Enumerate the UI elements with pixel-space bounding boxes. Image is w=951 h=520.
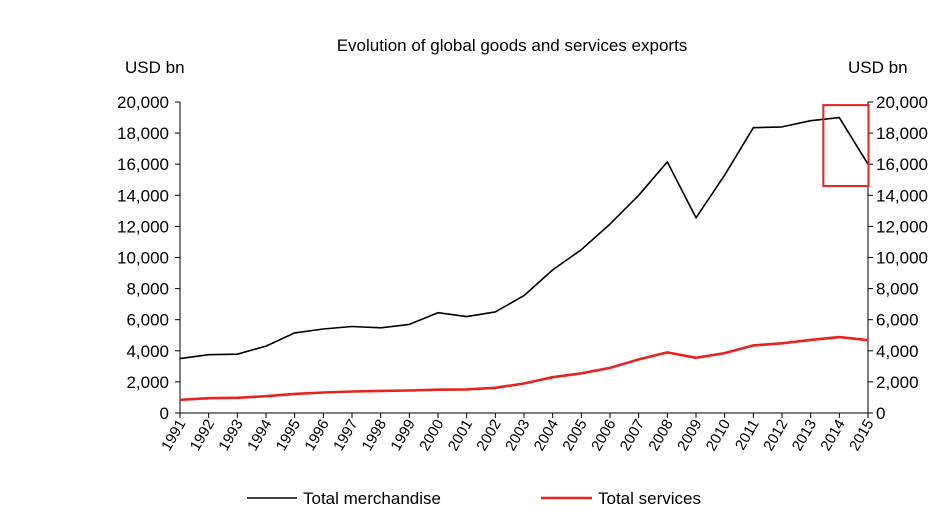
chart-title: Evolution of global goods and services e… [337, 36, 688, 55]
x-tick-label: 2009 [674, 417, 705, 454]
y-tick-label-left: 16,000 [117, 155, 169, 174]
x-tick-label: 1999 [387, 417, 418, 454]
y-ticks-right: 0 2,000 4,000 6,000 8,000 10,000 12,000 14,000 1… [868, 93, 928, 423]
x-tick-label: 2004 [531, 417, 562, 454]
x-tick-label: 2008 [645, 417, 676, 454]
highlight-box [822, 104, 870, 187]
y-tick-label-right: 18,000 [876, 124, 928, 143]
y-tick-label-right: 16,000 [876, 155, 928, 174]
y-tick-label-right: 10,000 [876, 249, 928, 268]
legend-label: Total services [598, 489, 701, 508]
y-tick-label-left: 0 [160, 404, 169, 423]
x-tick-label: 1992 [187, 417, 218, 454]
y-tick-label-left: 14,000 [117, 186, 169, 205]
x-tick-label: 2011 [732, 417, 763, 453]
x-tick-label: 2003 [502, 417, 533, 454]
x-ticks: 1991199219931994199519961997199819992000… [158, 413, 877, 454]
y-tick-label-left: 18,000 [117, 124, 169, 143]
y-tick-label-left: 2,000 [126, 373, 169, 392]
y-tick-label-left: 4,000 [126, 342, 169, 361]
y-tick-label-right: 6,000 [876, 311, 919, 330]
y-tick-label-right: 14,000 [876, 186, 928, 205]
y-tick-label-left: 6,000 [126, 311, 169, 330]
x-tick-label: 2014 [817, 417, 848, 454]
y-tick-label-right: 8,000 [876, 280, 919, 299]
y-tick-label-left: 12,000 [117, 217, 169, 236]
series-line-total-services [179, 335, 869, 402]
x-tick-label: 2012 [760, 417, 791, 454]
x-tick-label: 2010 [703, 417, 734, 454]
y-tick-label-right: 20,000 [876, 93, 928, 112]
y-axis-left-unit: USD bn [125, 58, 185, 77]
x-tick-label: 1996 [301, 417, 332, 454]
y-tick-label-right: 2,000 [876, 373, 919, 392]
highlight-rect [822, 104, 870, 187]
y-tick-label-right: 12,000 [876, 217, 928, 236]
y-tick-label-left: 10,000 [117, 249, 169, 268]
x-tick-label: 2002 [473, 417, 504, 454]
y-tick-label-right: 4,000 [876, 342, 919, 361]
x-tick-label: 1995 [273, 417, 304, 454]
x-tick-label: 2000 [416, 417, 447, 454]
series-lines [179, 116, 869, 402]
x-tick-label: 2005 [559, 417, 590, 454]
x-tick-label: 2013 [789, 417, 820, 454]
y-ticks-left: 0 2,000 4,000 6,000 8,000 10,000 12,000 14,000 1… [117, 93, 180, 423]
legend-label: Total merchandise [303, 489, 441, 508]
series-line-total-merchandise [179, 116, 869, 360]
x-tick-label: 1998 [359, 417, 390, 454]
x-tick-label: 2007 [617, 417, 648, 454]
x-tick-label: 2001 [445, 417, 476, 454]
y-axis-right-unit: USD bn [848, 58, 908, 77]
y-tick-label-left: 20,000 [117, 93, 169, 112]
y-tick-label-left: 8,000 [126, 280, 169, 299]
x-tick-label: 2006 [588, 417, 619, 454]
x-tick-label: 2015 [846, 417, 877, 454]
x-tick-label: 1997 [330, 417, 361, 454]
x-tick-label: 1994 [244, 417, 275, 454]
legend: Total merchandise Total services [247, 489, 701, 508]
y-tick-label-right: 0 [876, 404, 885, 423]
x-tick-label: 1993 [215, 417, 246, 454]
axes [179, 102, 869, 414]
